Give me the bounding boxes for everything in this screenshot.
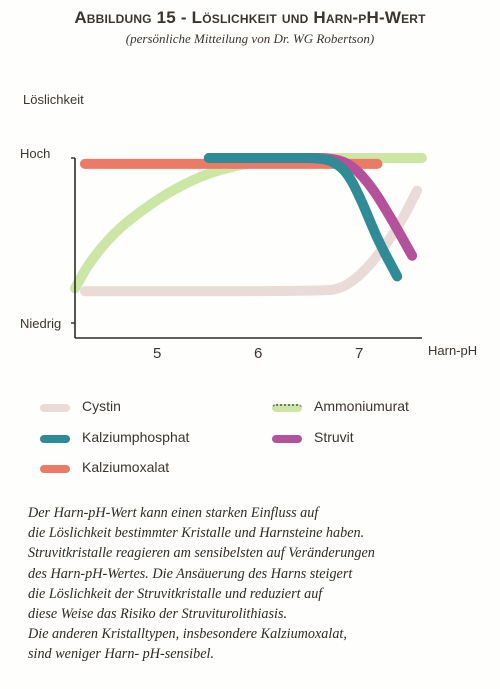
legend-swatch-cystin — [40, 404, 70, 412]
legend-label-kalziumphosphat: Kalziumphosphat — [82, 429, 190, 445]
caption: Der Harn-pH-Wert kann einen starken Einf… — [28, 503, 488, 665]
caption-line: Struvitkristalle reagieren am sensibelst… — [28, 545, 375, 562]
caption-line: die Löslichkeit der Struvitkristalle und… — [28, 585, 323, 602]
series-line-kalziumphosphat — [203, 153, 403, 282]
legend-label-cystin: Cystin — [82, 398, 121, 414]
caption-line: sind weniger Harn- pH-sensibel. — [28, 646, 214, 663]
x-tick-5: 5 — [153, 345, 162, 362]
y-tick-low: Niedrig — [20, 316, 62, 331]
caption-line: Der Harn-pH-Wert kann einen starken Einf… — [28, 505, 319, 521]
legend-swatch-kalziumphosphat — [40, 435, 70, 443]
caption-line: die Löslichkeit bestimmter Kristalle und… — [28, 525, 365, 542]
legend-label-kalziumoxalat: Kalziumoxalat — [82, 459, 170, 475]
figure-title: Abbildung 15 - Löslichkeit und Harn-pH-W… — [74, 8, 426, 27]
x-tick-7: 7 — [355, 345, 364, 362]
series-layer — [70, 153, 427, 297]
legend-label-ammoniumurat: Ammoniumurat — [314, 398, 409, 414]
y-tick-high: Hoch — [20, 146, 51, 161]
chart-plot-area — [70, 153, 427, 339]
y-axis-label: Löslichkeit — [23, 92, 84, 107]
legend-label-struvit: Struvit — [314, 429, 354, 445]
caption-line: des Harn-pH-Wertes. Die Ansäuerung des H… — [28, 565, 353, 582]
legend-swatch-struvit — [272, 435, 302, 443]
caption-line: diese Weise das Risiko der Struviturolit… — [28, 606, 288, 623]
legend-swatch-kalziumoxalat — [40, 465, 70, 473]
x-axis-label: Harn-pH — [428, 343, 478, 358]
legend-swatch-ammoniumurat — [272, 404, 302, 412]
series-line-cystin — [79, 185, 422, 297]
figure-subtitle: (persönliche Mitteilung von Dr. WG Rober… — [125, 31, 375, 46]
x-tick-6: 6 — [254, 345, 263, 362]
caption-line: Die anderen Kristalltypen, insbesondere … — [28, 626, 347, 643]
